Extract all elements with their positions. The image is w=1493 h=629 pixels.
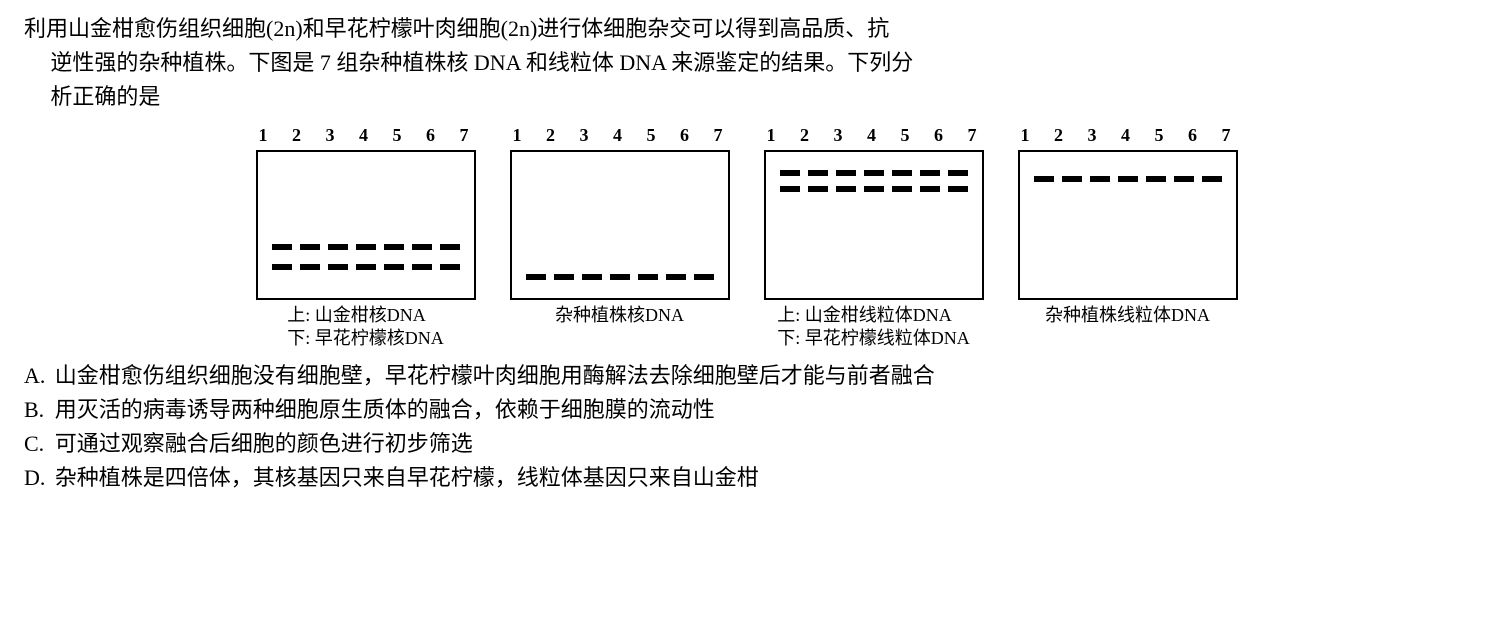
gel-panel-2: 1 2 3 4 5 6 7 杂种植株核DNA <box>507 122 733 349</box>
gel1-row-top <box>258 244 474 250</box>
gel-box-1 <box>256 150 476 300</box>
option-d: D. 杂种植株是四倍体，其核基因只来自早花柠檬，线粒体基因只来自山金柑 <box>24 461 1469 495</box>
gel-panel-3: 1 2 3 4 5 6 7 上: 山金柑线粒体DNA 下: 早花柠檬线粒体DNA <box>761 122 987 349</box>
gel-band <box>272 264 292 270</box>
gel4-row <box>1020 176 1236 182</box>
gel-band <box>892 186 912 192</box>
gel-band <box>948 186 968 192</box>
option-c-letter: C. <box>24 427 55 461</box>
gel-band <box>300 244 320 250</box>
gel-band <box>920 170 940 176</box>
option-d-letter: D. <box>24 461 55 495</box>
gel-band <box>808 186 828 192</box>
gel-band <box>328 264 348 270</box>
gel-band <box>836 186 856 192</box>
gel-band <box>1202 176 1222 182</box>
gel1-caption: 上: 山金柑核DNA 下: 早花柠檬核DNA <box>287 304 444 349</box>
gel-band <box>666 274 686 280</box>
gel-band <box>864 186 884 192</box>
gel2-row <box>512 274 728 280</box>
gel-band <box>356 244 376 250</box>
gel3-caption-bot: 下: 早花柠檬线粒体DNA <box>777 327 970 350</box>
gel-box-4 <box>1018 150 1238 300</box>
gel-band <box>808 170 828 176</box>
stem-line3: 析正确的是 <box>50 84 160 109</box>
lane-header: 1 2 3 4 5 6 7 <box>1015 122 1241 150</box>
option-a: A. 山金柑愈伤组织细胞没有细胞壁，早花柠檬叶肉细胞用酶解法去除细胞壁后才能与前… <box>24 359 1469 393</box>
question-stem: 利用山金柑愈伤组织细胞(2n)和早花柠檬叶肉细胞(2n)进行体细胞杂交可以得到高… <box>24 12 1469 114</box>
lane-header: 1 2 3 4 5 6 7 <box>761 122 987 150</box>
gel-band <box>1062 176 1082 182</box>
gel-band <box>384 244 404 250</box>
gel-band <box>780 186 800 192</box>
gel3-row-bot <box>766 186 982 192</box>
gel-band <box>920 186 940 192</box>
gel-box-2 <box>510 150 730 300</box>
lane-header: 1 2 3 4 5 6 7 <box>253 122 479 150</box>
gel-figure-row: 1 2 3 4 5 6 7 上: 山金柑核DNA 下: 早花柠檬核DNA 1 2… <box>24 122 1469 349</box>
gel2-caption-single: 杂种植株核DNA <box>555 304 684 327</box>
gel1-caption-bot: 下: 早花柠檬核DNA <box>287 327 444 350</box>
gel-band <box>412 244 432 250</box>
gel-band <box>440 244 460 250</box>
gel-box-3 <box>764 150 984 300</box>
gel-band <box>780 170 800 176</box>
lane-header: 1 2 3 4 5 6 7 <box>507 122 733 150</box>
option-d-text: 杂种植株是四倍体，其核基因只来自早花柠檬，线粒体基因只来自山金柑 <box>55 461 1469 495</box>
gel-band <box>638 274 658 280</box>
option-a-letter: A. <box>24 359 55 393</box>
gel-band <box>554 274 574 280</box>
option-a-text: 山金柑愈伤组织细胞没有细胞壁，早花柠檬叶肉细胞用酶解法去除细胞壁后才能与前者融合 <box>55 359 1469 393</box>
gel-band <box>1174 176 1194 182</box>
gel3-caption-top: 上: 山金柑线粒体DNA <box>777 304 970 327</box>
gel1-caption-top: 上: 山金柑核DNA <box>287 304 444 327</box>
gel-panel-4: 1 2 3 4 5 6 7 杂种植株线粒体DNA <box>1015 122 1241 349</box>
gel4-caption: 杂种植株线粒体DNA <box>1045 304 1210 349</box>
gel-band <box>272 244 292 250</box>
gel-band <box>892 170 912 176</box>
gel4-caption-single: 杂种植株线粒体DNA <box>1045 304 1210 327</box>
gel-band <box>328 244 348 250</box>
gel3-caption: 上: 山金柑线粒体DNA 下: 早花柠檬线粒体DNA <box>777 304 970 349</box>
gel-band <box>864 170 884 176</box>
gel-band <box>384 264 404 270</box>
gel-band <box>1090 176 1110 182</box>
option-b-text: 用灭活的病毒诱导两种细胞原生质体的融合，依赖于细胞膜的流动性 <box>55 393 1469 427</box>
gel-band <box>412 264 432 270</box>
gel-band <box>610 274 630 280</box>
options-block: A. 山金柑愈伤组织细胞没有细胞壁，早花柠檬叶肉细胞用酶解法去除细胞壁后才能与前… <box>24 359 1469 495</box>
gel-band <box>836 170 856 176</box>
gel-band <box>526 274 546 280</box>
option-b: B. 用灭活的病毒诱导两种细胞原生质体的融合，依赖于细胞膜的流动性 <box>24 393 1469 427</box>
gel-band <box>356 264 376 270</box>
gel-band <box>1146 176 1166 182</box>
gel-band <box>1034 176 1054 182</box>
gel-band <box>948 170 968 176</box>
gel-band <box>582 274 602 280</box>
option-b-letter: B. <box>24 393 55 427</box>
gel2-caption: 杂种植株核DNA <box>555 304 684 349</box>
stem-line2: 逆性强的杂种植株。下图是 7 组杂种植株核 DNA 和线粒体 DNA 来源鉴定的… <box>50 50 913 75</box>
option-c-text: 可通过观察融合后细胞的颜色进行初步筛选 <box>55 427 1469 461</box>
gel3-row-top <box>766 170 982 176</box>
gel-band <box>300 264 320 270</box>
gel-panel-1: 1 2 3 4 5 6 7 上: 山金柑核DNA 下: 早花柠檬核DNA <box>253 122 479 349</box>
stem-line1: 利用山金柑愈伤组织细胞(2n)和早花柠檬叶肉细胞(2n)进行体细胞杂交可以得到高… <box>24 16 889 41</box>
gel1-row-bot <box>258 264 474 270</box>
gel-band <box>694 274 714 280</box>
gel-band <box>1118 176 1138 182</box>
option-c: C. 可通过观察融合后细胞的颜色进行初步筛选 <box>24 427 1469 461</box>
gel-band <box>440 264 460 270</box>
